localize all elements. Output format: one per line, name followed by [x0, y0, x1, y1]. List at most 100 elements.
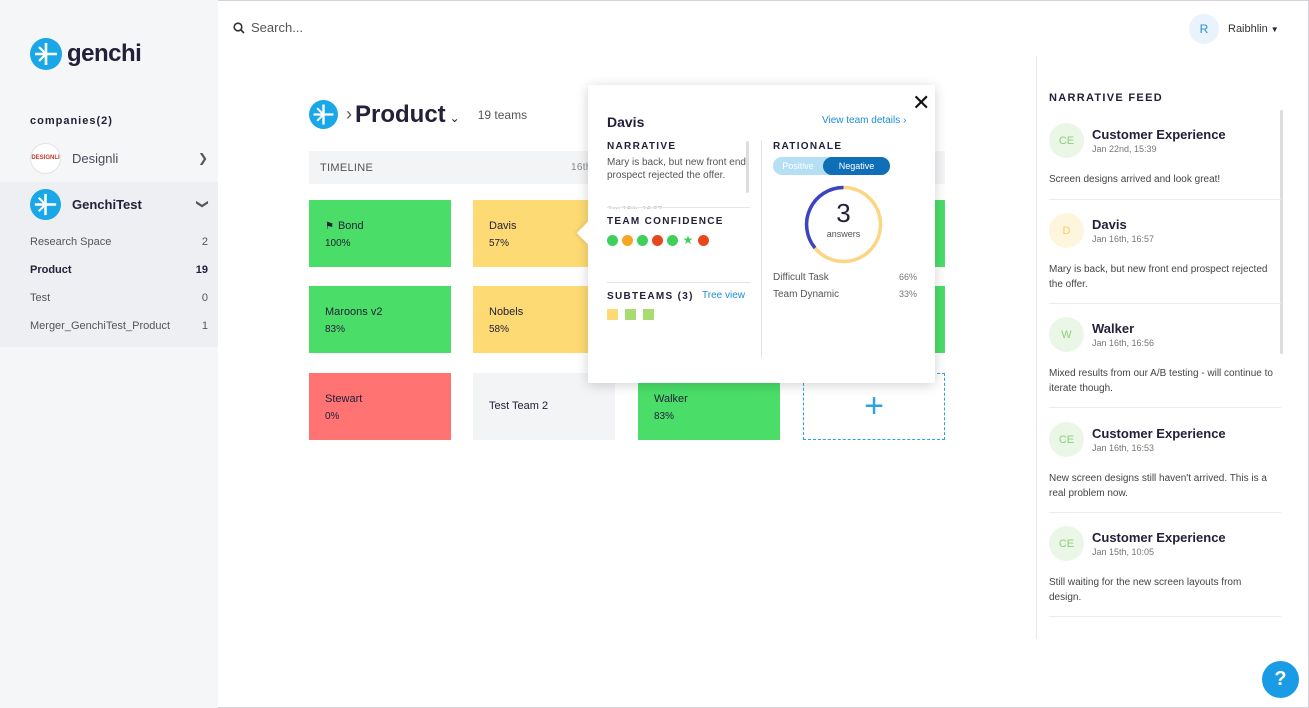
gauge-ring — [804, 185, 883, 264]
avatar: W — [1049, 317, 1084, 352]
team-tile-maroons-v2[interactable]: Maroons v2 83% — [309, 286, 451, 353]
sidebar: genchi companies(2) DESIGNLI Designli ❯ … — [0, 0, 218, 708]
narrative-feed: NARRATIVE FEED CE Customer Experience Ja… — [1036, 56, 1283, 639]
rationale-label: RATIONALE — [773, 141, 843, 152]
feed-item-name: Customer Experience — [1092, 127, 1226, 142]
team-pct: 58% — [489, 324, 510, 335]
genchi-logo-icon — [30, 188, 61, 220]
search-input[interactable] — [251, 20, 551, 35]
feed-item-date: Jan 16th, 16:56 — [1092, 338, 1155, 348]
answers-label: answers — [826, 229, 861, 239]
subteam-square[interactable] — [643, 309, 654, 320]
tree-view-link[interactable]: Tree view — [702, 290, 745, 301]
feed-item-text: Still waiting for the new screen layouts… — [1049, 577, 1242, 603]
genchi-logo-icon — [30, 38, 62, 70]
page-title[interactable]: Product — [355, 100, 446, 128]
search-icon — [233, 21, 245, 34]
company-genchitest-header[interactable]: GenchiTest ❯ — [0, 182, 218, 226]
sidebar-item-label: Merger_GenchiTest_Product — [30, 320, 171, 332]
feed-item[interactable]: W Walker Jan 16th, 16:56 Mixed results f… — [1049, 317, 1281, 408]
feed-item-date: Jan 16th, 16:57 — [1092, 234, 1155, 244]
feed-scrollbar[interactable] — [1280, 110, 1283, 354]
confidence-dot — [698, 235, 709, 246]
sidebar-item-merger[interactable]: Merger_GenchiTest_Product 1 — [30, 320, 208, 332]
brand-logo[interactable]: genchi — [30, 38, 142, 70]
company-name: Designli — [72, 150, 119, 166]
avatar: CE — [1049, 123, 1084, 158]
sidebar-item-label: Product — [30, 264, 72, 276]
avatar: R — [1189, 14, 1219, 44]
team-name: Davis — [489, 220, 517, 232]
narrative-text: Mary is back, but new front end prospect… — [607, 157, 746, 181]
user-menu[interactable]: R Raibhlin ▼ — [1189, 14, 1279, 44]
team-confidence-label: TEAM CONFIDENCE — [607, 216, 724, 227]
team-tile-bond[interactable]: ⚑ Bond 100% — [309, 200, 451, 267]
feed-item-name: Davis — [1092, 217, 1127, 232]
confidence-dot — [637, 235, 648, 246]
toggle-positive[interactable]: Positive — [782, 161, 814, 171]
confidence-dot — [607, 235, 618, 246]
timeline-label: TIMELINE — [320, 161, 374, 174]
sidebar-item-test[interactable]: Test 0 — [30, 292, 208, 304]
team-name: Walker — [654, 393, 688, 405]
subteams-label: SUBTEAMS (3) — [607, 291, 694, 302]
narrative-scrollbar[interactable] — [746, 141, 749, 193]
sidebar-item-research-space[interactable]: Research Space 2 — [30, 236, 208, 248]
team-popup: Davis View team details › ✕ NARRATIVE Ma… — [576, 85, 935, 383]
team-count: 19 teams — [477, 107, 528, 122]
team-pct: 57% — [489, 238, 510, 249]
star-icon: ★ — [682, 233, 694, 247]
add-team-button[interactable]: + — [803, 373, 945, 440]
subteam-squares — [607, 309, 654, 320]
sidebar-item-label: Test — [30, 292, 51, 304]
view-team-details-link[interactable]: View team details › — [822, 115, 907, 126]
team-tile-test-team-2[interactable]: Test Team 2 — [473, 373, 615, 440]
feed-item[interactable]: CE Customer Experience Jan 16th, 16:53 N… — [1049, 422, 1281, 513]
avatar: CE — [1049, 526, 1084, 561]
company-designli[interactable]: DESIGNLI Designli ❯ — [0, 138, 218, 178]
help-button[interactable]: ? — [1262, 661, 1299, 698]
sentiment-toggle[interactable]: Positive Negative — [773, 157, 890, 175]
breadcrumb-separator-icon: › — [346, 104, 352, 124]
avatar: CE — [1049, 422, 1084, 457]
team-tile-stewart[interactable]: Stewart 0% — [309, 373, 451, 440]
genchi-logo-icon[interactable] — [309, 100, 338, 129]
user-name: Raibhlin — [1228, 23, 1268, 35]
rationale-value: 66% — [898, 272, 917, 282]
feed-title: NARRATIVE FEED — [1049, 92, 1163, 104]
team-tile-walker[interactable]: Walker 83% — [638, 373, 780, 440]
subteam-square[interactable] — [607, 309, 618, 320]
subteam-square[interactable] — [625, 309, 636, 320]
close-icon[interactable]: ✕ — [912, 90, 931, 115]
chevron-down-icon[interactable]: ⌄ — [449, 110, 460, 125]
company-genchitest: GenchiTest ❯ — [0, 182, 218, 347]
sidebar-item-count: 19 — [195, 264, 208, 276]
divider — [607, 207, 750, 208]
feed-item-text: New screen designs still haven't arrived… — [1049, 473, 1267, 499]
confidence-dot — [622, 235, 633, 246]
feed-item[interactable]: D Davis Jan 16th, 16:57 Mary is back, bu… — [1049, 213, 1281, 304]
divider — [607, 282, 750, 283]
sidebar-item-product[interactable]: Product 19 — [30, 264, 208, 276]
feed-item[interactable]: CE Customer Experience Jan 15th, 10:05 S… — [1049, 526, 1281, 617]
avatar: D — [1049, 213, 1084, 248]
answers-count: 3 — [836, 198, 851, 228]
team-name: Maroons v2 — [325, 306, 383, 318]
timeline-date: 16th — [571, 162, 592, 173]
feed-item[interactable]: CE Customer Experience Jan 22nd, 15:39 S… — [1049, 123, 1281, 200]
feed-item-name: Customer Experience — [1092, 426, 1226, 441]
popup-title: Davis — [607, 114, 645, 130]
team-pct: 83% — [325, 324, 346, 335]
feed-item-date: Jan 22nd, 15:39 — [1092, 144, 1157, 154]
team-name: Test Team 2 — [489, 400, 549, 412]
sidebar-item-count: 0 — [201, 292, 208, 304]
plus-icon: + — [864, 387, 884, 425]
toggle-negative[interactable]: Negative — [823, 157, 890, 175]
narrative-label: NARRATIVE — [607, 141, 677, 152]
team-name: Nobels — [489, 306, 524, 318]
feed-item-name: Customer Experience — [1092, 530, 1226, 545]
companies-label: companies(2) — [30, 115, 113, 127]
rationale-label-text: Difficult Task — [773, 272, 829, 283]
team-name: Stewart — [325, 393, 363, 405]
chevron-right-icon: ❯ — [197, 151, 208, 165]
